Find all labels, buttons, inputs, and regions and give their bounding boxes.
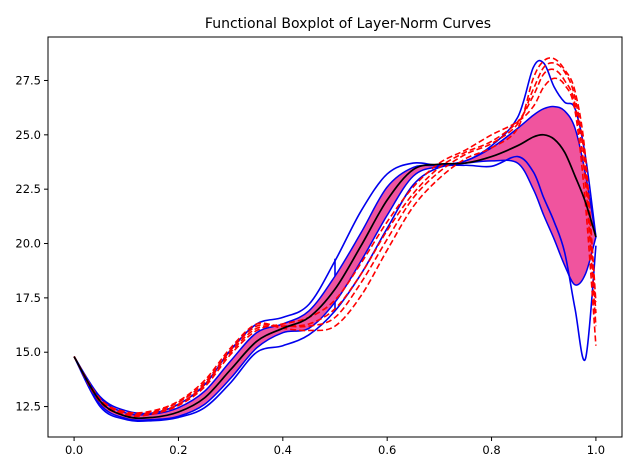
- y-tick-label: 17.5: [15, 291, 41, 305]
- envelope-lower: [73, 155, 597, 422]
- axes-frame: [47, 36, 623, 438]
- y-tick-label: 15.0: [15, 345, 41, 359]
- y-tick-label: 20.0: [15, 237, 41, 251]
- y-tick-label: 25.0: [15, 128, 41, 142]
- y-tick-label: 22.5: [15, 182, 41, 196]
- outlier-curve-2: [73, 68, 597, 416]
- axes: 0.0 0.2 0.4 0.6 0.8 1.0 12.5 15.0 17.5 20.0 22.5 25…: [15, 36, 623, 457]
- x-tick-label: 0.0: [65, 443, 83, 457]
- plot-area: [73, 57, 597, 422]
- outlier-curve-4: [73, 57, 597, 414]
- x-tick-label: 0.6: [378, 443, 396, 457]
- y-tick-label: 27.5: [15, 73, 41, 87]
- x-tick-label: 0.4: [274, 443, 292, 457]
- x-tick-label: 0.8: [482, 443, 500, 457]
- x-tick-label: 1.0: [587, 443, 605, 457]
- y-tick-label: 12.5: [15, 400, 41, 414]
- median-curve: [73, 133, 597, 420]
- outlier-curve-3: [73, 62, 597, 415]
- x-tick-label: 0.2: [169, 443, 187, 457]
- outlier-curve-1: [73, 77, 597, 418]
- envelope-upper: [73, 59, 597, 415]
- chart-title: Functional Boxplot of Layer-Norm Curves: [205, 16, 491, 32]
